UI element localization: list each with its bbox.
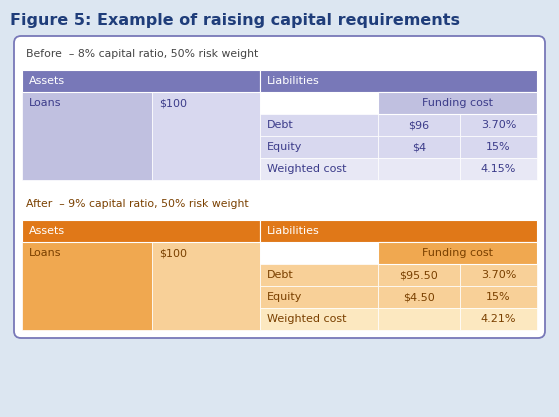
Bar	[260, 70, 537, 92]
Text: 15%: 15%	[486, 142, 511, 152]
Text: Before  – 8% capital ratio, 50% risk weight: Before – 8% capital ratio, 50% risk weig…	[26, 49, 258, 59]
Bar	[260, 264, 378, 286]
Text: After  – 9% capital ratio, 50% risk weight: After – 9% capital ratio, 50% risk weigh…	[26, 199, 249, 209]
Bar	[260, 136, 378, 158]
Text: Weighted cost: Weighted cost	[267, 314, 347, 324]
FancyBboxPatch shape	[14, 36, 545, 338]
Text: Assets: Assets	[29, 226, 65, 236]
Text: Figure 5: Example of raising capital requirements: Figure 5: Example of raising capital req…	[10, 13, 460, 28]
Text: Equity: Equity	[267, 292, 302, 302]
Text: Assets: Assets	[29, 76, 65, 86]
Bar	[22, 70, 260, 92]
Bar	[460, 114, 537, 136]
Bar	[378, 286, 460, 308]
Bar	[378, 308, 460, 330]
Bar	[378, 114, 460, 136]
Bar	[22, 242, 152, 330]
Text: 3.70%: 3.70%	[481, 120, 516, 130]
Bar	[152, 92, 260, 180]
Text: $95.50: $95.50	[400, 270, 438, 280]
Bar	[460, 264, 537, 286]
Text: Weighted cost: Weighted cost	[267, 164, 347, 174]
Bar	[260, 114, 378, 136]
Text: $100: $100	[159, 98, 187, 108]
Bar	[22, 92, 152, 180]
Bar	[378, 158, 460, 180]
Text: Liabilities: Liabilities	[267, 76, 320, 86]
Bar	[260, 158, 378, 180]
Bar	[378, 264, 460, 286]
Text: $4: $4	[412, 142, 426, 152]
Text: Loans: Loans	[29, 98, 61, 108]
Bar	[378, 92, 537, 114]
Text: Funding cost: Funding cost	[422, 98, 493, 108]
Bar	[378, 242, 537, 264]
Text: Liabilities: Liabilities	[267, 226, 320, 236]
Bar	[260, 92, 378, 114]
Text: Equity: Equity	[267, 142, 302, 152]
Bar	[260, 242, 378, 264]
Text: $96: $96	[409, 120, 429, 130]
Text: Debt: Debt	[267, 270, 293, 280]
Text: 3.70%: 3.70%	[481, 270, 516, 280]
Text: Loans: Loans	[29, 248, 61, 258]
Bar	[260, 286, 378, 308]
Bar	[460, 286, 537, 308]
Text: 4.21%: 4.21%	[481, 314, 517, 324]
Text: 4.15%: 4.15%	[481, 164, 516, 174]
Text: $4.50: $4.50	[403, 292, 435, 302]
Text: $100: $100	[159, 248, 187, 258]
Bar	[260, 308, 378, 330]
Bar	[460, 158, 537, 180]
Text: 15%: 15%	[486, 292, 511, 302]
Bar	[152, 242, 260, 330]
Bar	[460, 136, 537, 158]
Bar	[378, 136, 460, 158]
Text: Funding cost: Funding cost	[422, 248, 493, 258]
Bar	[460, 308, 537, 330]
Bar	[22, 220, 260, 242]
Bar	[260, 220, 537, 242]
Text: Debt: Debt	[267, 120, 293, 130]
